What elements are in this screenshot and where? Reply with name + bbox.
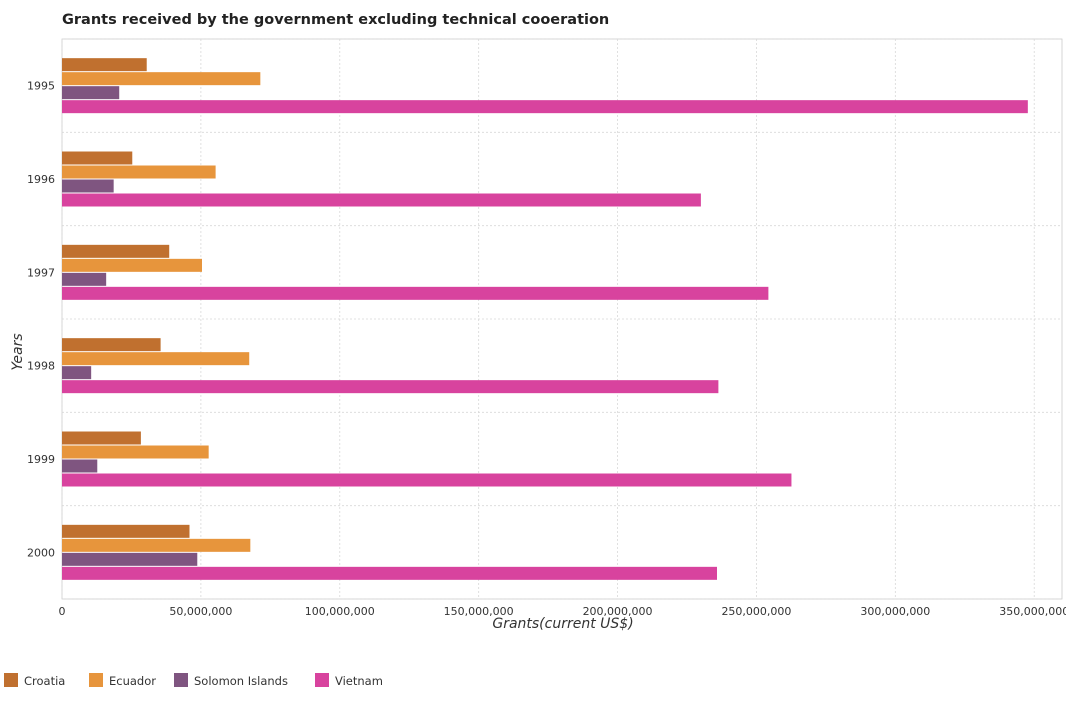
legend-swatch-vietnam [315,673,329,687]
y-tick-label: 1996 [27,173,55,186]
bar-solomon-islands-1996 [62,179,114,193]
legend-label-solomon-islands: Solomon Islands [194,674,288,688]
legend-label-croatia: Croatia [24,674,65,688]
x-tick-label: 200,000,000 [583,605,653,618]
x-tick-label: 250,000,000 [721,605,791,618]
x-tick-label: 100,000,000 [305,605,375,618]
bar-croatia-1999 [62,431,141,445]
bar-vietnam-1998 [62,380,719,394]
bar-croatia-2000 [62,524,190,538]
x-axis-title: Grants(current US$) [492,616,633,632]
x-tick-label: 350,000,000 [999,605,1066,618]
bar-ecuador-1997 [62,258,202,272]
bar-vietnam-2000 [62,566,717,580]
x-tick-label: 150,000,000 [444,605,514,618]
y-tick-label: 1995 [27,80,55,93]
bar-solomon-islands-1995 [62,86,120,100]
bar-vietnam-1996 [62,193,701,207]
legend-swatch-croatia [4,673,18,687]
legend-label-ecuador: Ecuador [109,674,156,688]
bar-ecuador-2000 [62,538,251,552]
y-tick-label: 2000 [27,546,55,559]
bar-ecuador-1998 [62,352,250,366]
bars [62,58,1028,580]
grid [61,38,1063,600]
bar-ecuador-1995 [62,72,261,86]
bar-solomon-islands-1998 [62,366,92,380]
x-tick-label: 300,000,000 [860,605,930,618]
bar-vietnam-1999 [62,473,792,487]
legend-swatch-solomon-islands [174,673,188,687]
bar-vietnam-1995 [62,100,1028,114]
bar-ecuador-1999 [62,445,209,459]
y-tick-label: 1997 [27,266,55,279]
bar-ecuador-1996 [62,165,216,179]
bar-croatia-1995 [62,58,147,72]
x-tick-label: 0 [59,605,66,618]
x-tick-label: 50,000,000 [169,605,232,618]
legend-swatch-ecuador [89,673,103,687]
bar-solomon-islands-1999 [62,459,98,473]
bar-solomon-islands-1997 [62,272,107,286]
bar-solomon-islands-2000 [62,552,198,566]
y-axis-title: Years [10,333,26,370]
bar-vietnam-1997 [62,286,769,300]
legend: Croatia Ecuador Solomon Islands Vietnam [4,673,383,688]
bar-croatia-1997 [62,244,170,258]
bar-croatia-1996 [62,151,133,165]
bar-croatia-1998 [62,338,161,352]
y-tick-label: 1999 [27,453,55,466]
chart-title: Grants received by the government exclud… [62,12,609,28]
tick-labels: 0 50,000,000 100,000,000 150,000,000 200,000… [27,80,1066,618]
legend-label-vietnam: Vietnam [335,674,383,688]
y-tick-label: 1998 [27,360,55,373]
